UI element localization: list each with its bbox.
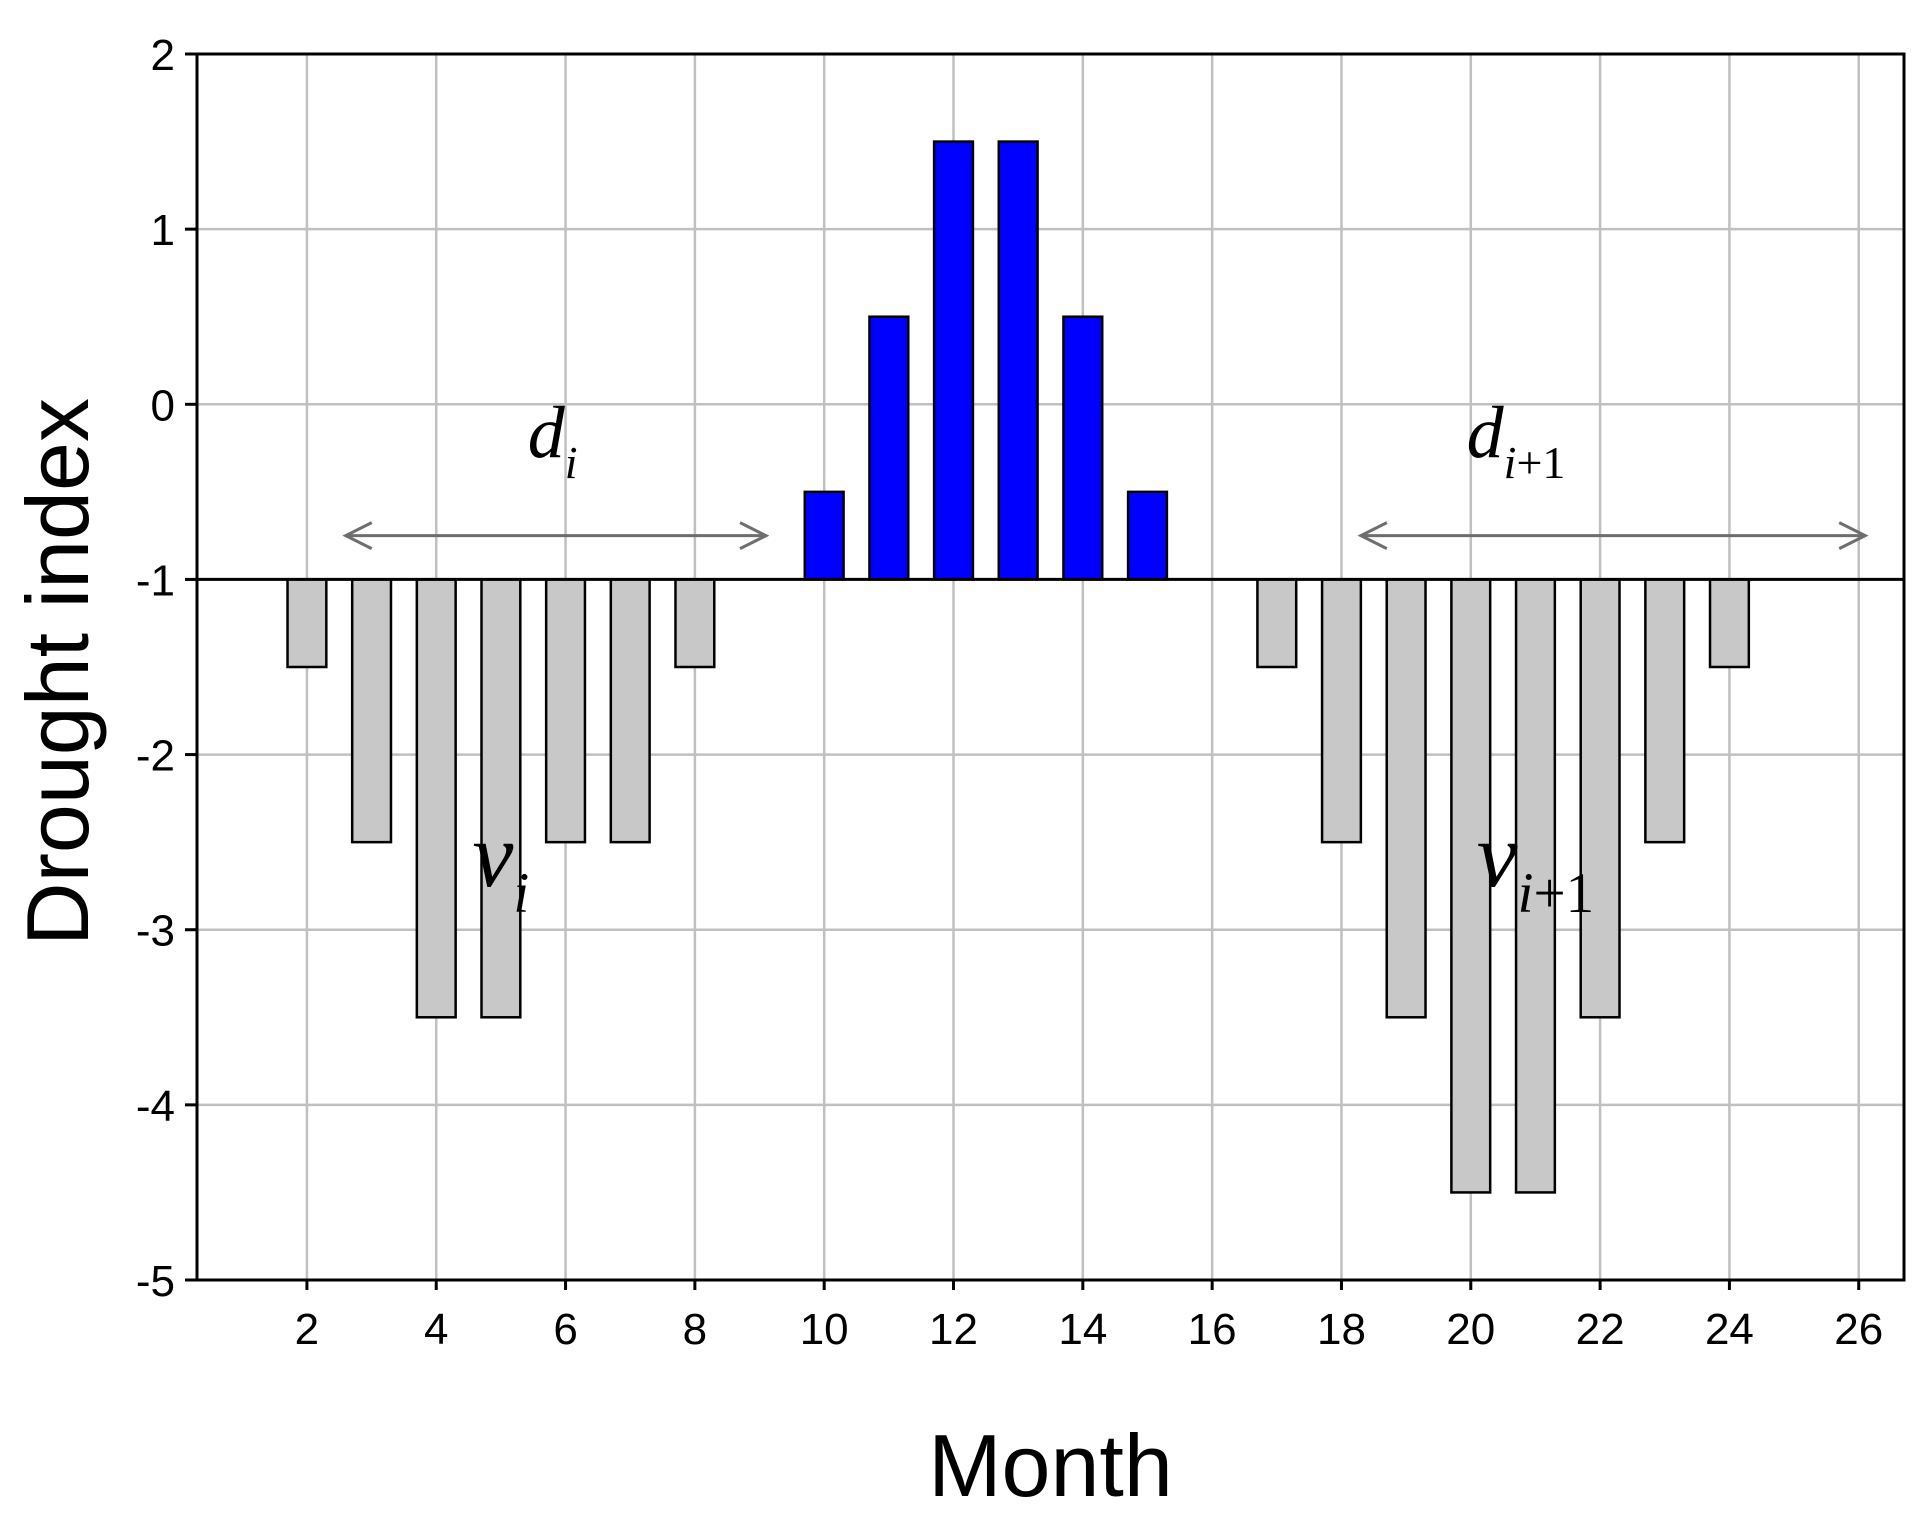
y-tick-label: 2 [151, 31, 175, 80]
v-i: vi [473, 804, 530, 925]
arrow-head-left [1357, 521, 1388, 550]
x-tick-label: 22 [1576, 1305, 1625, 1354]
x-tick-label: 4 [424, 1305, 448, 1354]
bar-negative [1385, 578, 1427, 1019]
y-tick-label: -3 [136, 907, 175, 956]
y-tick-label: -5 [136, 1257, 175, 1306]
y-tick-label: 0 [151, 381, 175, 430]
bar-negative [286, 578, 328, 669]
x-tick-label: 20 [1446, 1305, 1495, 1354]
bar-positive [1126, 490, 1169, 581]
x-axis-title: Month [928, 1416, 1173, 1515]
bar-negative [609, 578, 651, 844]
x-tick-label: 14 [1058, 1305, 1107, 1354]
bar-positive [1062, 315, 1104, 581]
x-tick-label: 18 [1317, 1305, 1366, 1354]
x-tick-label: 2 [295, 1305, 319, 1354]
bar-negative [1256, 578, 1298, 669]
bar-negative [415, 578, 457, 1019]
v-i-plus-1: vi+1 [1477, 804, 1594, 925]
bar-negative [1708, 578, 1751, 669]
bar-positive [997, 140, 1039, 581]
arrow-head-right [1838, 521, 1869, 550]
plot-frame [195, 52, 1906, 1282]
x-tick-label: 16 [1188, 1305, 1237, 1354]
d-i-plus-1: di+1 [1467, 392, 1566, 488]
x-tick-label: 8 [683, 1305, 707, 1354]
arrow-head-right [739, 521, 770, 550]
d-i: di [528, 392, 578, 488]
bar-negative [1579, 578, 1621, 1019]
x-tick-label: 26 [1834, 1305, 1883, 1354]
bar-positive [868, 315, 910, 581]
bar-negative [674, 578, 716, 669]
x-tick-label: 6 [553, 1305, 577, 1354]
arrows [342, 521, 1869, 550]
bar-negative [1514, 578, 1557, 1194]
duration-arrow-i-plus-1 [1357, 521, 1869, 550]
bar-positive [803, 490, 845, 581]
bar-negative [480, 578, 522, 1019]
y-tick-label: -4 [136, 1082, 175, 1131]
annotations: di di+1 vi vi+1 [473, 392, 1595, 925]
bar-negative [544, 578, 587, 844]
x-tick-label: 10 [800, 1305, 849, 1354]
bar-negative [1644, 578, 1686, 844]
bar-negative [350, 578, 393, 844]
bar-negative [1320, 578, 1363, 844]
x-tick-label: 24 [1705, 1305, 1754, 1354]
y-tick-label: -1 [136, 556, 175, 605]
duration-arrow-i [342, 521, 770, 550]
y-tick-label: 1 [151, 206, 175, 255]
y-axis-title: Drought index [8, 398, 107, 946]
y-tick-label: -2 [136, 732, 175, 781]
x-tick-label: 12 [929, 1305, 978, 1354]
bars [286, 140, 1751, 1194]
arrow-head-left [342, 521, 373, 550]
bar-positive [932, 140, 975, 581]
